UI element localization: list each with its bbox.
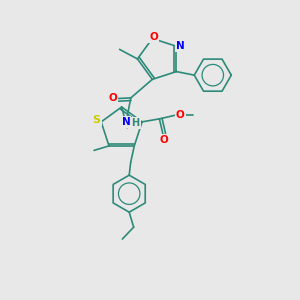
Text: N: N — [176, 41, 184, 51]
Text: H: H — [131, 118, 140, 128]
Text: N: N — [122, 117, 130, 127]
Text: S: S — [92, 116, 101, 125]
Text: O: O — [149, 32, 158, 42]
Text: O: O — [109, 94, 117, 103]
Text: O: O — [176, 110, 185, 120]
Text: O: O — [159, 135, 168, 145]
